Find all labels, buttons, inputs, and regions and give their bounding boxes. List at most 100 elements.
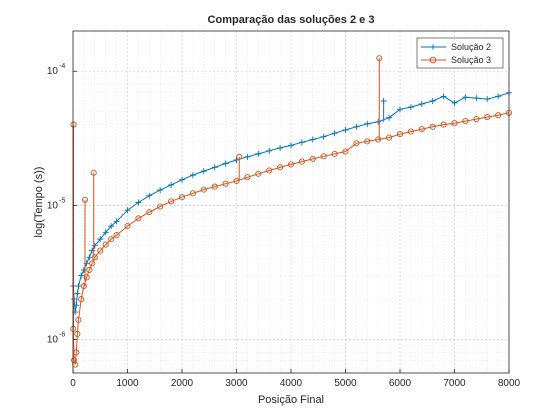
data-point-solucao-3 — [124, 223, 131, 230]
data-point-solucao-2 — [473, 95, 480, 102]
spike-point — [380, 97, 387, 104]
data-point-solucao-2 — [211, 164, 218, 171]
y-tick-label: 10 — [47, 66, 59, 77]
x-tick-label: 2000 — [171, 378, 194, 389]
data-point-solucao-2 — [124, 207, 131, 214]
data-point-solucao-2 — [75, 283, 82, 290]
data-point-solucao-3 — [429, 123, 436, 130]
data-point-solucao-3 — [386, 134, 393, 141]
data-point-solucao-2 — [320, 133, 327, 140]
data-point-solucao-2 — [266, 147, 273, 154]
data-point-solucao-3 — [146, 209, 153, 216]
x-tick-label: 6000 — [389, 378, 412, 389]
spike-point — [90, 169, 97, 176]
data-point-solucao-3 — [331, 150, 338, 157]
data-point-solucao-2 — [200, 168, 207, 175]
data-point-solucao-2 — [331, 130, 338, 137]
data-point-solucao-3 — [375, 136, 382, 143]
data-point-solucao-2 — [135, 199, 142, 206]
data-point-solucao-3 — [108, 236, 115, 243]
y-tick-label: 10 — [47, 334, 59, 345]
data-point-solucao-2 — [146, 192, 153, 199]
data-point-solucao-2 — [397, 106, 403, 113]
data-point-solucao-3 — [462, 118, 469, 125]
data-point-solucao-2 — [342, 126, 349, 133]
chart-title: Comparação das soluções 2 e 3 — [208, 14, 375, 26]
spike-point — [376, 55, 383, 62]
data-point-solucao-3 — [320, 153, 327, 160]
data-point-solucao-3 — [396, 131, 404, 138]
data-point-solucao-3 — [342, 148, 349, 155]
data-point-solucao-2 — [108, 223, 115, 230]
data-point-solucao-3 — [72, 361, 79, 368]
data-point-solucao-3 — [211, 183, 218, 190]
data-point-solucao-2 — [91, 242, 98, 249]
spike-point — [81, 196, 89, 203]
x-tick-label: 7000 — [443, 378, 466, 389]
spike-point — [236, 153, 243, 160]
data-point-solucao-3 — [91, 254, 98, 261]
data-point-solucao-3 — [74, 330, 81, 337]
data-point-solucao-2 — [102, 229, 109, 236]
x-axis-label: Posição Final — [258, 394, 324, 406]
y-tick-label: 10 — [47, 200, 59, 211]
data-point-solucao-2 — [168, 181, 175, 188]
data-point-solucao-2 — [364, 120, 371, 127]
data-point-solucao-2 — [462, 94, 469, 101]
data-point-solucao-3 — [364, 138, 371, 145]
data-point-solucao-3 — [168, 198, 175, 205]
data-point-solucao-3 — [222, 180, 229, 187]
data-point-solucao-2 — [78, 272, 85, 279]
data-point-solucao-3 — [277, 164, 284, 171]
data-point-solucao-2 — [74, 290, 81, 297]
data-point-solucao-3 — [418, 126, 425, 133]
series-line-solucao-3 — [72, 112, 510, 365]
data-point-solucao-2 — [451, 99, 458, 106]
data-point-solucao-3 — [189, 190, 196, 197]
data-point-solucao-2 — [222, 160, 229, 167]
data-point-solucao-2 — [353, 123, 360, 130]
data-point-solucao-2 — [418, 100, 425, 107]
legend-marker-solucao-3 — [429, 56, 437, 64]
data-point-solucao-2 — [255, 150, 262, 157]
data-point-solucao-3 — [89, 260, 96, 267]
data-point-solucao-2 — [309, 136, 316, 143]
data-point-solucao-3 — [484, 114, 491, 121]
x-tick-label: 4000 — [280, 378, 303, 389]
data-point-solucao-2 — [495, 93, 502, 100]
data-point-solucao-2 — [288, 142, 294, 149]
x-tick-label: 3000 — [225, 378, 248, 389]
data-point-solucao-2 — [113, 218, 120, 225]
data-point-solucao-2 — [375, 118, 382, 125]
y-tick-exponent: -6 — [59, 331, 65, 338]
x-tick-label: 0 — [70, 378, 76, 389]
data-point-solucao-3 — [298, 158, 305, 165]
data-point-solucao-2 — [407, 104, 414, 111]
data-point-solucao-3 — [86, 266, 93, 273]
y-tick-exponent: -5 — [59, 197, 65, 204]
data-point-solucao-3 — [255, 170, 262, 177]
data-point-solucao-2 — [97, 236, 104, 243]
data-point-solucao-2 — [277, 144, 284, 151]
series-line-solucao-2 — [72, 92, 510, 313]
x-tick-label: 5000 — [334, 378, 357, 389]
data-point-solucao-3 — [287, 161, 295, 168]
data-point-solucao-2 — [179, 176, 185, 183]
data-point-solucao-3 — [353, 140, 360, 147]
y-tick-exponent: -4 — [59, 63, 65, 70]
data-point-solucao-2 — [244, 153, 251, 160]
data-point-solucao-2 — [298, 139, 305, 146]
data-point-solucao-3 — [440, 121, 447, 128]
legend: Solução 2 Solução 3 — [416, 37, 504, 69]
data-point-solucao-3 — [473, 116, 480, 123]
y-axis-label: log(Tempo (s)) — [33, 167, 45, 238]
data-point-solucao-3 — [135, 215, 142, 222]
data-point-solucao-3 — [78, 296, 85, 303]
legend-label-solucao-2: Solução 2 — [451, 42, 491, 52]
data-point-solucao-3 — [75, 316, 82, 323]
data-point-solucao-3 — [102, 241, 109, 248]
data-point-solucao-2 — [80, 266, 87, 273]
